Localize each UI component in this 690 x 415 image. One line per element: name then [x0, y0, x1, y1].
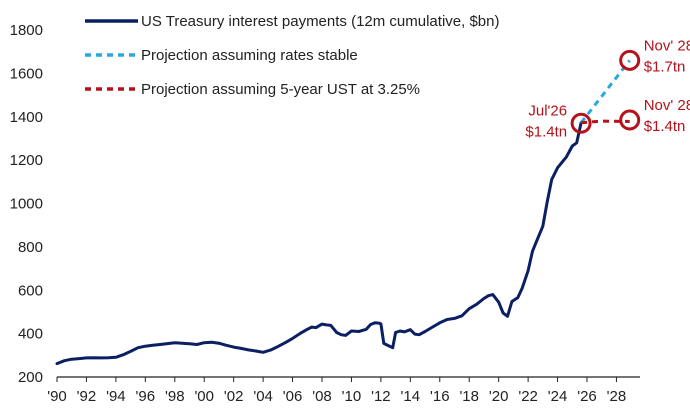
x-tick-label: '90 — [47, 388, 67, 405]
x-tick-label: '28 — [607, 388, 627, 405]
legend-label-2: Projection assuming 5-year UST at 3.25% — [141, 81, 420, 98]
x-tick-label: '26 — [577, 388, 597, 405]
x-tick-label: '22 — [518, 388, 538, 405]
annotation-jul26-label: $1.4tn — [525, 123, 567, 140]
y-tick-label: 1000 — [10, 196, 43, 213]
legend-label-1: Projection assuming rates stable — [141, 47, 358, 64]
y-tick-label: 1800 — [10, 22, 43, 39]
annotation-jul26-circle — [570, 112, 592, 134]
annotation-nov28-high-circle — [619, 49, 641, 71]
series-line-0 — [55, 121, 583, 366]
legend: US Treasury interest payments (12m cumul… — [85, 13, 499, 98]
y-tick-label: 800 — [18, 239, 43, 256]
x-tick-label: '08 — [312, 388, 332, 405]
y-tick-label: 600 — [18, 282, 43, 299]
x-tick-label: '14 — [401, 388, 421, 405]
x-tick-label: '16 — [430, 388, 450, 405]
y-tick-label: 400 — [18, 326, 43, 343]
x-tick-label: '24 — [548, 388, 568, 405]
annotation-nov28-low-label: $1.4tn — [644, 118, 686, 135]
x-tick-label: '00 — [194, 388, 214, 405]
x-tick-label: '92 — [77, 388, 97, 405]
callouts: Jul'26 $1.4tn Nov' 28 $1.7tn Nov' 28 $1.4tn — [525, 37, 690, 140]
x-tick-label: '02 — [224, 388, 244, 405]
x-tick-label: '96 — [136, 388, 156, 405]
annotation-jul26-label: Jul'26 — [528, 102, 567, 119]
y-tick-label: 1200 — [10, 152, 43, 169]
x-tick-label: '20 — [489, 388, 509, 405]
x-tick-label: '18 — [459, 388, 479, 405]
annotation-nov28-high-label: $1.7tn — [644, 58, 686, 75]
y-tick-label: 200 — [18, 369, 43, 386]
x-tick-label: '94 — [106, 388, 126, 405]
annotation-nov28-low-circle — [619, 109, 641, 131]
series-lines — [55, 59, 631, 366]
y-tick-label: 1400 — [10, 109, 43, 126]
x-tick-label: '04 — [253, 388, 273, 405]
axes: 200 400 600 800 1000 1200 1400 1600 1800 '90 '92 '9… — [10, 22, 640, 405]
annotation-nov28-high-label: Nov' 28 — [644, 37, 690, 54]
x-tick-label: '10 — [342, 388, 362, 405]
x-tick-label: '12 — [371, 388, 391, 405]
y-tick-label: 1600 — [10, 65, 43, 82]
x-tick-label: '06 — [283, 388, 303, 405]
series-line-1 — [579, 59, 631, 124]
annotation-nov28-low-label: Nov' 28 — [644, 97, 690, 114]
legend-label-0: US Treasury interest payments (12m cumul… — [141, 13, 499, 30]
x-tick-label: '98 — [165, 388, 185, 405]
